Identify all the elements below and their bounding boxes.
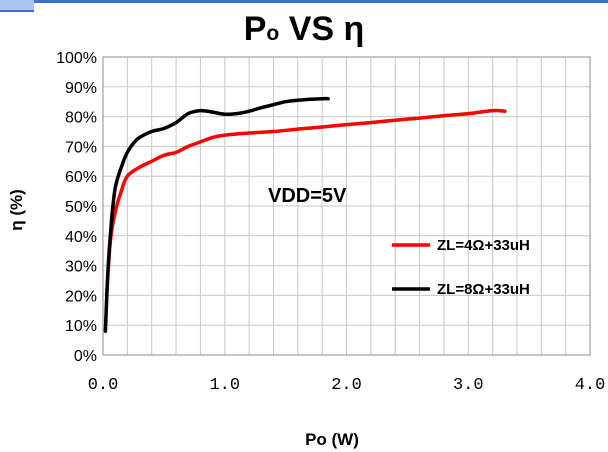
- y-tick-label: 70%: [65, 139, 97, 156]
- y-tick-label: 60%: [65, 169, 97, 186]
- y-tick-label: 0%: [74, 348, 97, 365]
- legend-label-zl-8ohm: ZL=8Ω+33uH: [437, 281, 530, 298]
- series-line-zl-8ohm: [103, 96, 330, 333]
- x-tick-label: 2.0: [331, 376, 362, 395]
- y-tick-label: 40%: [65, 229, 97, 246]
- plot-frame: [102, 56, 591, 356]
- y-tick-label: 90%: [65, 80, 97, 97]
- x-tick-label: 0.0: [88, 376, 119, 395]
- y-tick-label: 80%: [65, 110, 97, 127]
- y-tick-label: 20%: [65, 288, 97, 305]
- chart-title-subscript: o: [266, 22, 280, 45]
- x-tick-label: 1.0: [209, 376, 240, 395]
- legend: ZL=4Ω+33uH ZL=8Ω+33uH: [392, 237, 530, 298]
- window-top-border: [0, 0, 608, 3]
- x-tick-labels: 0.0 1.0 2.0 3.0 4.0: [88, 376, 606, 395]
- plot-border: [102, 56, 591, 356]
- y-axis-label: η (%): [7, 189, 26, 231]
- x-tick-label: 4.0: [575, 376, 606, 395]
- x-tick-label: 3.0: [453, 376, 484, 395]
- chart-title-main: P: [243, 10, 267, 48]
- series-line-zl-4ohm: [104, 108, 507, 298]
- y-tick-label: 10%: [65, 318, 97, 335]
- y-tick-label: 30%: [65, 259, 97, 276]
- x-axis-label: Po (W): [305, 430, 359, 449]
- y-tick-label: 50%: [65, 199, 97, 216]
- y-tick-labels: 0% 10% 20% 30% 40% 50% 60% 70% 80% 90% 100%: [56, 50, 97, 365]
- vdd-annotation: VDD=5V: [268, 185, 347, 207]
- grid-lines: [102, 56, 591, 356]
- chart-title: Po VS η: [0, 10, 608, 49]
- chart-title-rest: VS η: [279, 10, 365, 48]
- series-lines: [103, 96, 507, 333]
- y-tick-label: 100%: [56, 50, 97, 67]
- legend-label-zl-4ohm: ZL=4Ω+33uH: [437, 237, 530, 254]
- window-corner-tab: [0, 0, 34, 12]
